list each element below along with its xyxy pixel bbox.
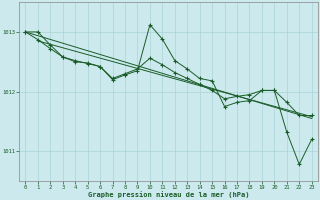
X-axis label: Graphe pression niveau de la mer (hPa): Graphe pression niveau de la mer (hPa) [88,191,249,198]
